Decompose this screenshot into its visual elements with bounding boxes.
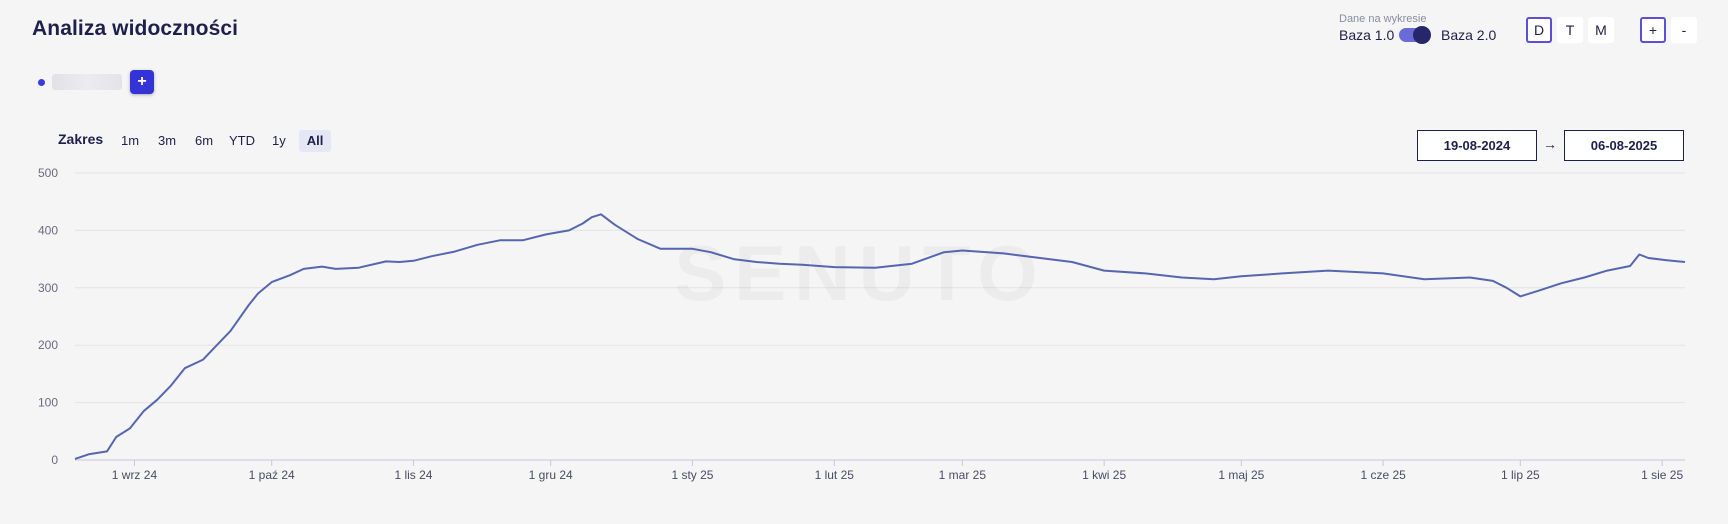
range-1y-button[interactable]: 1y: [268, 130, 290, 152]
x-tick-label: 1 kwi 25: [1082, 468, 1126, 482]
date-to-input[interactable]: 06-08-2025: [1564, 130, 1684, 161]
range-3m-button[interactable]: 3m: [154, 130, 180, 152]
x-tick-label: 1 cze 25: [1360, 468, 1406, 482]
y-tick-label: 500: [38, 166, 58, 180]
x-tick-label: 1 sie 25: [1641, 468, 1683, 482]
y-tick-label: 0: [51, 453, 58, 467]
x-tick-label: 1 lip 25: [1501, 468, 1540, 482]
y-tick-label: 100: [38, 396, 58, 410]
range-1m-button[interactable]: 1m: [117, 130, 143, 152]
range-label: Zakres: [58, 131, 104, 147]
range-ytd-button[interactable]: YTD: [225, 130, 259, 152]
x-tick-label: 1 lis 24: [394, 468, 432, 482]
data-source-caption: Dane na wykresie: [1339, 13, 1427, 25]
date-from-input[interactable]: 19-08-2024: [1417, 130, 1537, 161]
series-dot-icon: [38, 78, 45, 86]
series-legend: +: [38, 70, 154, 94]
date-range-arrow: →: [1543, 136, 1557, 152]
x-tick-label: 1 gru 24: [529, 468, 573, 482]
page-title: Analiza widoczności: [32, 17, 239, 40]
granularity-week-button[interactable]: T: [1557, 17, 1583, 43]
series-group: [74, 213, 1686, 460]
chart-watermark: SENUTO: [674, 229, 1046, 317]
toggle-knob[interactable]: [1413, 26, 1431, 44]
range-6m-button[interactable]: 6m: [191, 130, 217, 152]
y-tick-label: 200: [38, 338, 58, 352]
series-line-0[interactable]: [74, 213, 1686, 460]
series-name-redacted[interactable]: [52, 74, 122, 90]
x-tick-label: 1 maj 25: [1218, 468, 1264, 482]
chart-grid: [75, 172, 1685, 404]
base-1-label: Baza 1.0: [1339, 27, 1395, 43]
x-tick-label: 1 paź 24: [249, 468, 295, 482]
x-tick-label: 1 sty 25: [671, 468, 713, 482]
zoom-in-button[interactable]: +: [1640, 17, 1666, 43]
zoom-out-button[interactable]: -: [1671, 17, 1697, 43]
x-tick-label: 1 mar 25: [939, 468, 987, 482]
y-tick-label: 300: [38, 281, 58, 295]
granularity-month-button[interactable]: M: [1588, 17, 1614, 43]
base-2-label: Baza 2.0: [1441, 27, 1497, 43]
x-tick-label: 1 wrz 24: [112, 468, 158, 482]
range-all-button[interactable]: All: [299, 130, 331, 152]
x-axis: 1 wrz 24 1 paź 24 1 lis 24 1 gru 24 1 sty 25…: [112, 460, 1683, 482]
granularity-day-button[interactable]: D: [1526, 17, 1552, 43]
base-toggle[interactable]: [1399, 26, 1431, 44]
y-axis: 0 100 200 300 400 500: [38, 166, 58, 467]
add-series-button[interactable]: +: [130, 70, 154, 94]
y-tick-label: 400: [38, 223, 58, 237]
x-tick-label: 1 lut 25: [815, 468, 855, 482]
